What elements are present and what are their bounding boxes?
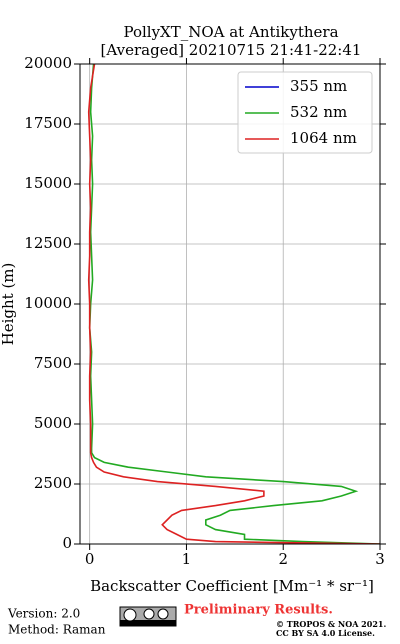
profile-line — [87, 64, 380, 544]
x-axis-label: Backscatter Coefficient [Mm⁻¹ * sr⁻¹] — [90, 577, 374, 595]
y-tick-label: 15000 — [24, 174, 72, 192]
y-tick-label: 20000 — [24, 54, 72, 72]
license: CC BY SA 4.0 License. — [276, 628, 375, 638]
y-tick-label: 17500 — [24, 114, 72, 132]
x-tick-label: 1 — [182, 550, 192, 568]
x-tick-label: 3 — [375, 550, 385, 568]
y-tick-label: 2500 — [34, 474, 72, 492]
legend-box — [237, 71, 373, 154]
chart-subtitle: [Averaged] 20210715 21:41-22:41 — [101, 41, 362, 59]
y-tick-label: 5000 — [34, 414, 72, 432]
copyright: © TROPOS & NOA 2021. — [276, 619, 386, 629]
chart-title: PollyXT_NOA at Antikythera — [123, 23, 338, 41]
license-badge — [119, 606, 177, 627]
plot-frame — [79, 63, 381, 545]
preliminary-note: Preliminary Results. — [184, 603, 333, 618]
legend-label: 355 nm — [290, 77, 347, 95]
y-tick-label: 7500 — [34, 354, 72, 372]
x-tick-label: 0 — [85, 550, 95, 568]
legend-label: 1064 nm — [290, 129, 357, 147]
legend-label: 532 nm — [290, 103, 347, 121]
version: Version: 2.0 — [7, 607, 80, 621]
method: Method: Raman — [8, 623, 106, 637]
y-tick-label: 12500 — [24, 234, 72, 252]
y-axis-label: Height (m) — [0, 263, 17, 346]
y-tick-label: 10000 — [24, 294, 72, 312]
y-tick-label: 0 — [62, 534, 72, 552]
x-tick-label: 2 — [278, 550, 288, 568]
profile-line — [88, 64, 380, 544]
